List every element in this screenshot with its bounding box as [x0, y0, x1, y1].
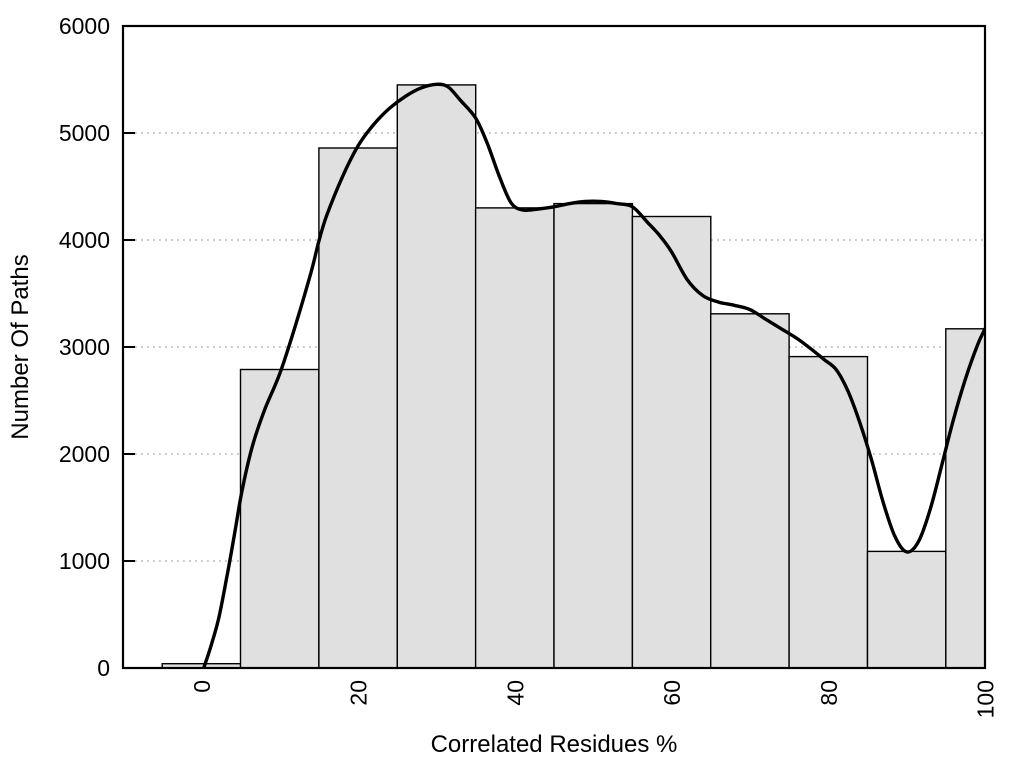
trend-curve-path	[202, 82, 985, 668]
histogram-bar	[631, 215, 712, 668]
x-tick-label: 0	[189, 680, 215, 693]
histogram-bar	[788, 355, 869, 668]
x-tick-label: 80	[816, 680, 842, 706]
trend-curve	[202, 82, 985, 668]
y-tick-label: 1000	[59, 548, 110, 574]
histogram-bar	[318, 147, 398, 668]
tick-labels: 0 1000 2000 3000 4000 5000 6000 0 20 40 60 80 100	[59, 13, 999, 718]
axis-ticks	[124, 25, 135, 669]
histogram-bar	[553, 202, 634, 668]
histogram-bar	[710, 313, 790, 668]
y-tick-label: 6000	[59, 13, 110, 39]
x-tick-label: 100	[973, 680, 999, 718]
x-tick-label: 60	[659, 680, 685, 706]
y-tick-label: 0	[97, 655, 110, 681]
x-tick-label: 20	[346, 680, 372, 706]
y-tick-label: 3000	[59, 334, 110, 360]
histogram-bar	[239, 368, 320, 668]
y-tick-label: 5000	[59, 120, 110, 146]
histogram-bar	[866, 550, 947, 668]
x-tick-label: 40	[502, 680, 528, 706]
histogram-bar	[945, 328, 985, 668]
plot-border	[121, 24, 987, 670]
y-tick-label: 4000	[59, 227, 110, 253]
histogram-bar	[474, 207, 555, 668]
y-tick-label: 2000	[59, 441, 110, 467]
histogram-bars	[161, 84, 985, 668]
y-axis-title: Number Of Paths	[7, 254, 34, 439]
x-axis-title: Correlated Residues %	[431, 731, 678, 758]
histogram-bar	[396, 84, 477, 668]
